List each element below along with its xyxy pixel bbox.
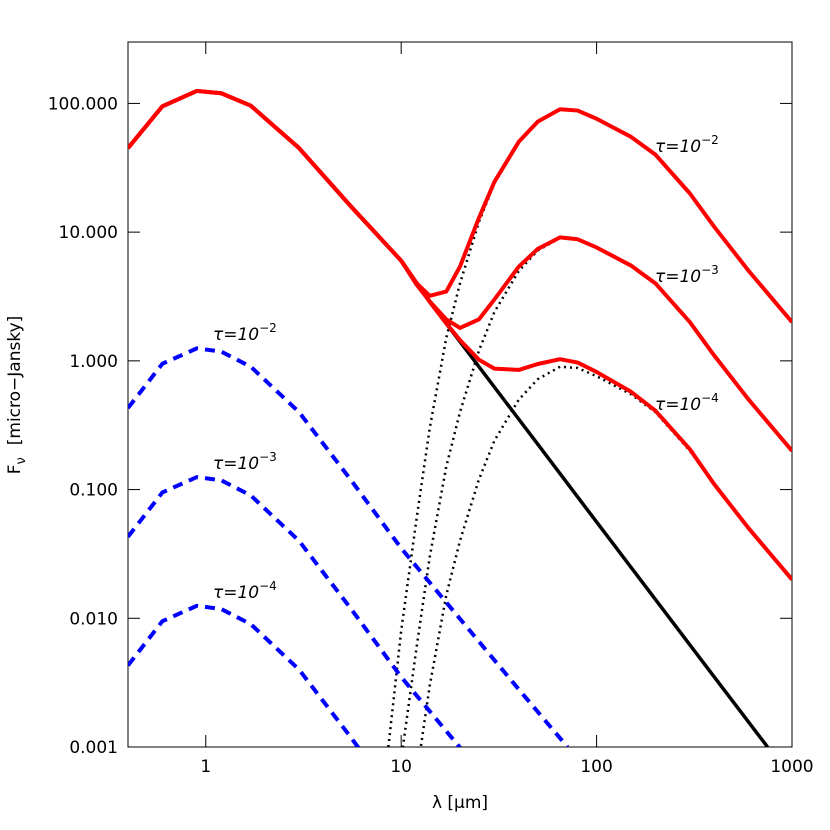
y-axis-label-unit: [micro−Jansky] (5, 316, 25, 446)
y-tick-label: 10.000 (59, 223, 118, 243)
x-tick-label: 1000 (770, 757, 813, 777)
series-line (128, 475, 462, 747)
x-tick-label: 100 (580, 757, 612, 777)
series-line (128, 88, 792, 581)
annotation: τ=10−3 (213, 450, 277, 474)
series-line (128, 603, 361, 747)
y-tick-label: 1.000 (69, 352, 118, 372)
annotation-exponent: −4 (259, 579, 277, 593)
annotation: τ=10−4 (213, 579, 277, 603)
x-tick-label: 1 (200, 757, 211, 777)
series-line (387, 108, 792, 747)
series-line (128, 89, 769, 747)
annotation-text: τ=10 (213, 454, 259, 474)
series-line (401, 236, 792, 747)
annotation-exponent: −2 (701, 133, 719, 147)
series-line (128, 88, 792, 324)
annotation-text: τ=10 (213, 325, 259, 345)
annotation-exponent: −3 (259, 450, 277, 464)
annotation-text: τ=10 (655, 395, 701, 415)
annotation-exponent: −4 (701, 391, 719, 405)
x-tick-label: 10 (390, 757, 412, 777)
plot-area (128, 88, 792, 747)
series-line (419, 365, 792, 747)
annotation-text: τ=10 (213, 583, 259, 603)
y-axis-label-main: F (5, 465, 25, 475)
annotation-text: τ=10 (655, 137, 701, 157)
y-axis-label: Fν [micro−Jansky] (5, 316, 29, 475)
annotation-text: τ=10 (655, 267, 701, 287)
annotation: τ=10−3 (655, 263, 719, 287)
annotation-exponent: −2 (259, 321, 277, 335)
annotation: τ=10−2 (213, 321, 277, 345)
y-axis-label-sub: ν (14, 457, 29, 464)
y-tick-label: 100.000 (48, 94, 118, 114)
y-tick-label: 0.001 (69, 738, 118, 758)
y-tick-label: 0.100 (69, 481, 118, 501)
x-axis-label: λ [μm] (432, 793, 488, 813)
annotation: τ=10−2 (655, 133, 719, 157)
annotation: τ=10−4 (655, 391, 719, 415)
series-line (128, 346, 570, 747)
y-tick-label: 0.010 (69, 609, 118, 629)
annotation-exponent: −3 (701, 263, 719, 277)
